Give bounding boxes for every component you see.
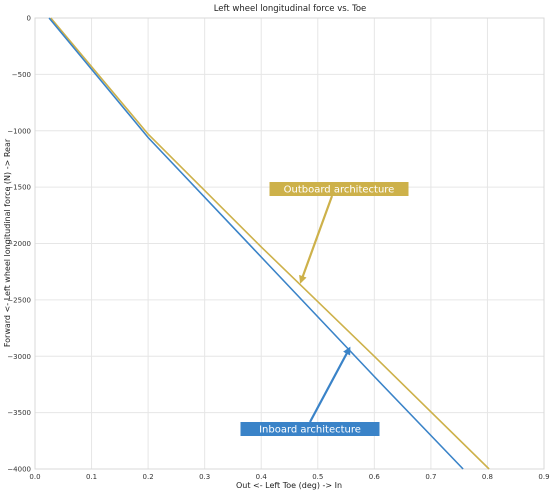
annotation-box bbox=[269, 182, 409, 196]
x-axis-title: Out <- Left Toe (deg) -> In bbox=[236, 481, 342, 490]
series-line bbox=[50, 17, 490, 470]
x-tick-label: 0.1 bbox=[86, 473, 97, 481]
y-tick-label: −3000 bbox=[7, 353, 31, 361]
x-tick-label: 0.3 bbox=[199, 473, 210, 481]
series bbox=[48, 17, 490, 470]
annotations: Outboard architecture Inboard architectur… bbox=[240, 182, 409, 436]
series-line bbox=[48, 17, 464, 470]
y-tick-label: −4000 bbox=[7, 466, 31, 474]
x-tick-label: 0.0 bbox=[29, 473, 40, 481]
y-axis-title: Forward <- Left wheel longitudinal force… bbox=[3, 138, 12, 347]
x-tick-label: 0.9 bbox=[538, 473, 549, 481]
grid bbox=[34, 17, 545, 470]
x-tick-label: 0.5 bbox=[312, 473, 323, 481]
x-tick-label: 0.8 bbox=[482, 473, 493, 481]
y-axis-ticks: 0 −500 −1000 −1500 −2000 −2500 −3000 −3500 −4000 bbox=[7, 15, 31, 474]
annotation-label: Inboard architecture bbox=[259, 425, 361, 436]
annotation-arrow bbox=[309, 346, 351, 423]
y-tick-label: 0 bbox=[27, 15, 31, 23]
x-axis-ticks: 0.0 0.1 0.2 0.3 0.4 0.5 0.6 0.7 0.8 0.9 bbox=[29, 473, 549, 481]
x-tick-label: 0.6 bbox=[369, 473, 381, 481]
x-tick-label: 0.7 bbox=[425, 473, 436, 481]
y-tick-label: −500 bbox=[12, 71, 31, 79]
annotation-box bbox=[240, 422, 380, 436]
y-tick-label: −1000 bbox=[7, 127, 31, 135]
y-tick-label: −3500 bbox=[7, 409, 31, 417]
x-tick-label: 0.4 bbox=[256, 473, 268, 481]
annotation-arrow bbox=[299, 195, 334, 284]
x-tick-label: 0.2 bbox=[143, 473, 154, 481]
y-tick-label: −2500 bbox=[7, 296, 31, 304]
y-tick-label: −2000 bbox=[7, 240, 31, 248]
chart-title: Left wheel longitudinal force vs. Toe bbox=[214, 4, 367, 14]
annotation-label: Outboard architecture bbox=[284, 185, 395, 196]
plot-frame bbox=[34, 17, 545, 470]
y-tick-label: −1500 bbox=[7, 184, 31, 192]
